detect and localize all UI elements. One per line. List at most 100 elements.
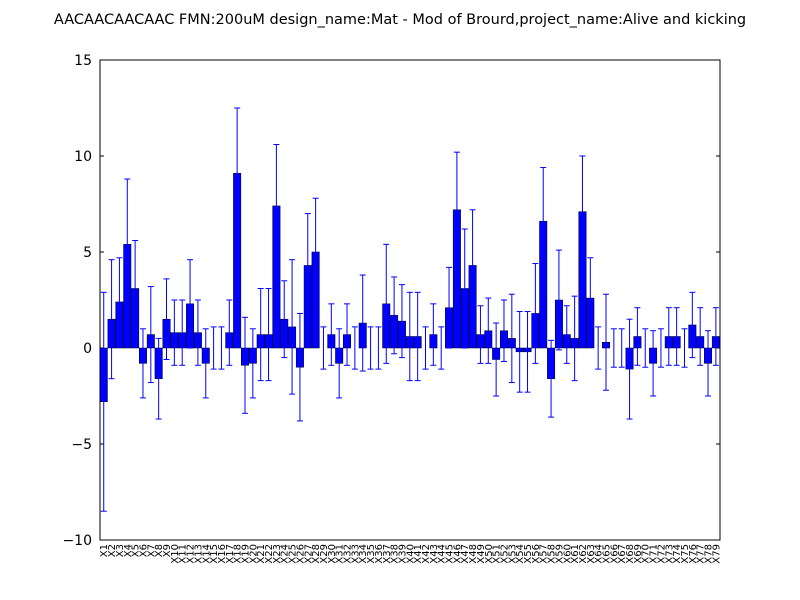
x-tick-label: X22: [264, 544, 275, 564]
x-tick-label: X46: [452, 544, 463, 564]
error-bar: [453, 151, 460, 268]
error-bar: [210, 326, 217, 370]
x-tick-label: X32: [343, 544, 354, 564]
error-bar: [265, 287, 272, 382]
x-tick-label: X30: [327, 544, 338, 564]
x-tick-label: X24: [280, 544, 291, 564]
x-tick-label: X12: [186, 544, 197, 564]
error-bar: [469, 209, 476, 322]
error-bar: [194, 299, 201, 366]
y-tick-label: 5: [83, 245, 92, 261]
error-bar: [383, 243, 390, 364]
y-tick-label: 10: [74, 149, 92, 165]
error-bar: [571, 295, 578, 382]
x-tick-label: X44: [437, 544, 448, 564]
x-tick-label: X72: [656, 544, 667, 564]
x-tick-label: X78: [704, 544, 715, 564]
x-tick-label: X67: [617, 544, 628, 564]
error-bar: [461, 228, 468, 349]
x-tick-label: X43: [429, 544, 440, 564]
error-bar: [367, 326, 374, 370]
error-bar: [650, 330, 657, 397]
x-tick-label: X45: [445, 544, 456, 564]
error-bar: [202, 328, 209, 399]
x-tick-label: X29: [319, 544, 330, 564]
x-tick-label: X14: [201, 544, 212, 564]
x-tick-label: X62: [578, 544, 589, 564]
x-tick-label: X25: [288, 544, 299, 564]
x-tick-label: X6: [138, 544, 149, 557]
error-bar: [438, 326, 445, 370]
chart-title: AACAACAACAAC FMN:200uM design_name:Mat -…: [54, 12, 746, 28]
x-tick-label: X66: [609, 544, 620, 564]
x-tick-label: X38: [390, 544, 401, 564]
x-tick-label: X61: [570, 544, 581, 564]
error-bar: [281, 280, 288, 359]
y-tick-label: 15: [74, 53, 92, 69]
x-tick-label: X16: [217, 544, 228, 564]
x-tick-label: X18: [233, 544, 244, 564]
x-tick-label: X49: [476, 544, 487, 564]
x-tick-label: X60: [562, 544, 573, 564]
error-bar: [705, 330, 712, 397]
x-tick-label: X40: [405, 544, 416, 564]
error-bar: [524, 311, 531, 393]
error-bar: [312, 197, 319, 307]
error-bar: [540, 167, 547, 276]
error-bar: [187, 259, 194, 349]
x-tick-label: X35: [366, 544, 377, 564]
error-bar: [375, 326, 382, 370]
error-bar: [179, 299, 186, 366]
x-tick-label: X1: [99, 544, 110, 557]
error-bar: [320, 326, 327, 370]
error-bar: [124, 178, 131, 311]
x-tick-label: X21: [256, 544, 267, 564]
plot-frame: [99, 59, 721, 541]
error-bar: [493, 322, 500, 397]
x-tick-label: X63: [586, 544, 597, 564]
x-tick-label: X53: [507, 544, 518, 564]
x-tick-label: X50: [484, 544, 495, 564]
x-tick-label: X23: [272, 544, 283, 564]
x-tick-label: X7: [146, 544, 157, 557]
error-bar: [218, 326, 225, 370]
error-bar: [555, 249, 562, 351]
x-tick-label: X75: [680, 544, 691, 564]
x-tick-label: X26: [295, 544, 306, 564]
x-tick-label: X34: [358, 544, 369, 564]
error-bar: [359, 274, 366, 372]
error-bar: [681, 328, 688, 368]
error-bar: [500, 299, 507, 362]
x-tick-label: X42: [421, 544, 432, 564]
error-bar: [351, 326, 358, 370]
x-tick-label: X5: [131, 544, 142, 557]
error-bar: [155, 337, 162, 420]
x-tick-label: X41: [413, 544, 424, 564]
error-bar: [477, 305, 484, 364]
x-tick-label: X15: [209, 544, 220, 564]
error-bar: [595, 326, 602, 370]
error-bar: [548, 339, 555, 418]
x-tick-label: X68: [625, 544, 636, 564]
x-tick-label: X77: [696, 544, 707, 564]
x-tick-label: X69: [633, 544, 644, 564]
x-tick-label: X11: [178, 544, 189, 564]
x-tick-label: X56: [531, 544, 542, 564]
x-tick-label: X64: [594, 544, 605, 564]
error-bar: [657, 328, 664, 368]
error-bar: [587, 257, 594, 339]
x-tick-label: X71: [649, 544, 660, 564]
error-bar: [226, 299, 233, 366]
error-bar: [344, 303, 351, 366]
x-tick-label: X31: [335, 544, 346, 564]
x-tick-label: X28: [311, 544, 322, 564]
error-bar: [336, 328, 343, 399]
error-bar: [328, 303, 335, 366]
error-bar: [430, 303, 437, 366]
error-bar: [446, 266, 453, 349]
x-tick-label: X48: [468, 544, 479, 564]
x-tick-label: X65: [602, 544, 613, 564]
error-bar: [147, 286, 154, 384]
x-tick-label: X79: [711, 544, 722, 564]
x-tick-label: X73: [664, 544, 675, 564]
